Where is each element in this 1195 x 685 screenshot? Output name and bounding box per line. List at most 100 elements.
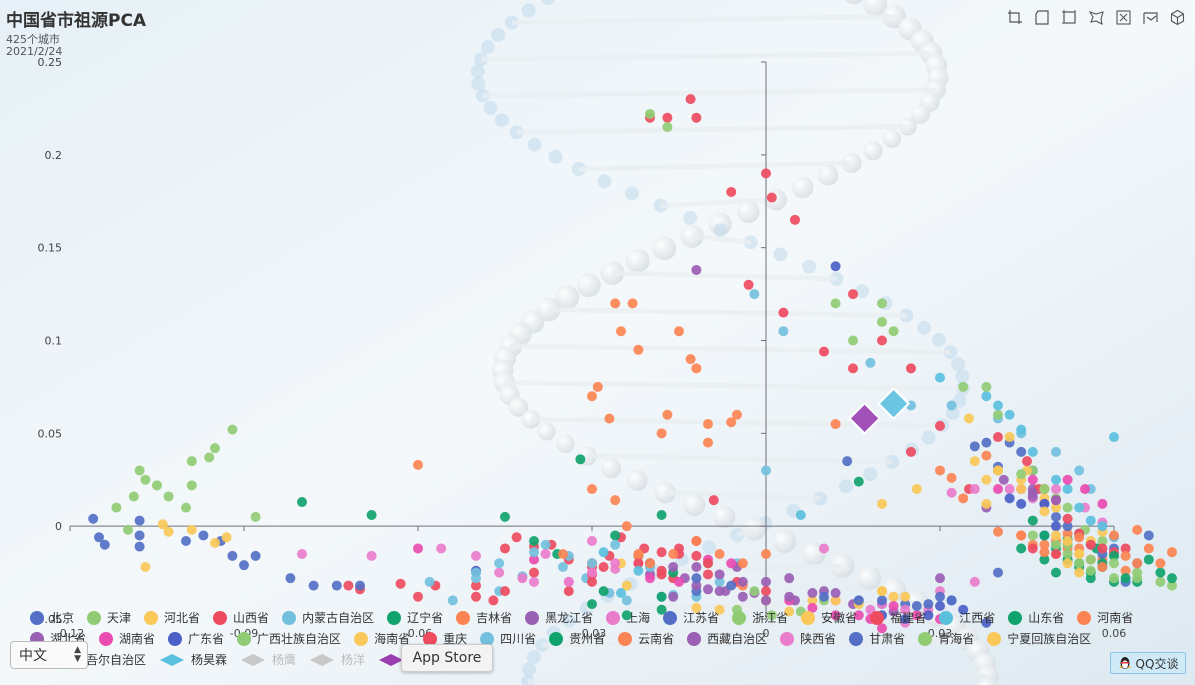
legend-item[interactable]: 云南省 bbox=[618, 628, 674, 649]
data-point[interactable] bbox=[1004, 484, 1015, 495]
data-point[interactable] bbox=[946, 487, 957, 498]
data-point[interactable] bbox=[413, 591, 423, 602]
data-point[interactable] bbox=[993, 409, 1003, 420]
data-point[interactable] bbox=[343, 580, 354, 591]
legend-item[interactable]: 安徽省 bbox=[801, 607, 857, 628]
data-point[interactable] bbox=[969, 576, 980, 587]
data-point[interactable] bbox=[1039, 554, 1050, 565]
data-point[interactable] bbox=[656, 591, 667, 602]
data-point[interactable] bbox=[923, 610, 934, 621]
data-point[interactable] bbox=[1132, 558, 1143, 569]
data-point[interactable] bbox=[998, 474, 1009, 485]
data-point[interactable] bbox=[610, 530, 621, 541]
legend-item[interactable]: 辽宁省 bbox=[387, 607, 443, 628]
data-point[interactable] bbox=[181, 536, 191, 547]
data-point[interactable] bbox=[134, 465, 145, 476]
data-point[interactable] bbox=[981, 437, 992, 448]
data-point[interactable] bbox=[888, 591, 899, 602]
data-point[interactable] bbox=[1120, 543, 1131, 554]
data-point[interactable] bbox=[633, 565, 644, 576]
data-point[interactable] bbox=[1016, 484, 1027, 495]
data-point[interactable] bbox=[877, 586, 887, 597]
data-point[interactable] bbox=[1062, 549, 1073, 560]
data-point[interactable] bbox=[610, 558, 621, 569]
data-point[interactable] bbox=[795, 510, 806, 521]
data-point[interactable] bbox=[737, 558, 748, 569]
data-point[interactable] bbox=[210, 537, 220, 548]
data-point[interactable] bbox=[778, 326, 789, 337]
data-point[interactable] bbox=[981, 450, 992, 461]
data-point[interactable] bbox=[668, 549, 679, 560]
data-point[interactable] bbox=[1004, 409, 1015, 420]
data-point[interactable] bbox=[285, 573, 296, 584]
data-point[interactable] bbox=[830, 261, 841, 272]
data-point[interactable] bbox=[1004, 493, 1015, 504]
data-point[interactable] bbox=[355, 580, 365, 591]
data-point[interactable] bbox=[935, 420, 945, 431]
data-point[interactable] bbox=[761, 549, 771, 560]
data-point[interactable] bbox=[529, 567, 539, 578]
data-point[interactable] bbox=[662, 121, 673, 132]
data-point[interactable] bbox=[691, 363, 702, 374]
data-point[interactable] bbox=[865, 357, 876, 368]
data-point[interactable] bbox=[981, 381, 992, 392]
data-point[interactable] bbox=[1074, 567, 1085, 578]
data-point[interactable] bbox=[964, 413, 974, 424]
data-point[interactable] bbox=[1051, 530, 1061, 541]
data-point[interactable] bbox=[1109, 432, 1119, 443]
data-point[interactable] bbox=[1062, 528, 1073, 539]
data-point[interactable] bbox=[761, 576, 771, 587]
data-point[interactable] bbox=[691, 580, 702, 591]
data-point[interactable] bbox=[1039, 506, 1050, 517]
data-point[interactable] bbox=[993, 484, 1003, 495]
data-point[interactable] bbox=[737, 576, 748, 587]
data-point[interactable] bbox=[691, 112, 702, 123]
clear-select-icon[interactable] bbox=[1114, 9, 1133, 26]
data-point[interactable] bbox=[152, 480, 162, 491]
legend-item[interactable]: 杨鹰 bbox=[240, 649, 296, 670]
data-point[interactable] bbox=[1074, 558, 1085, 569]
data-point[interactable] bbox=[1051, 474, 1061, 485]
data-view-icon[interactable] bbox=[1141, 9, 1160, 26]
data-point[interactable] bbox=[598, 586, 609, 597]
legend-item[interactable]: 杨洋 bbox=[309, 649, 365, 670]
data-point[interactable] bbox=[1051, 446, 1061, 457]
data-point[interactable] bbox=[621, 521, 632, 532]
data-point[interactable] bbox=[436, 543, 447, 554]
data-point[interactable] bbox=[969, 456, 980, 467]
data-point[interactable] bbox=[923, 599, 934, 610]
data-point[interactable] bbox=[221, 532, 232, 543]
data-point[interactable] bbox=[1085, 565, 1096, 576]
data-point[interactable] bbox=[592, 381, 603, 392]
data-point[interactable] bbox=[186, 480, 197, 491]
data-point[interactable] bbox=[1016, 498, 1027, 509]
data-point[interactable] bbox=[1074, 532, 1085, 543]
legend-item[interactable]: 黑龙江省 bbox=[525, 607, 593, 628]
data-point[interactable] bbox=[395, 578, 406, 589]
data-point[interactable] bbox=[691, 264, 702, 275]
data-point[interactable] bbox=[645, 573, 655, 584]
data-point[interactable] bbox=[587, 599, 597, 610]
data-point[interactable] bbox=[1051, 495, 1061, 506]
data-point[interactable] bbox=[297, 549, 307, 560]
data-point[interactable] bbox=[1039, 484, 1050, 495]
data-point[interactable] bbox=[366, 550, 377, 561]
data-point[interactable] bbox=[969, 484, 980, 495]
data-point[interactable] bbox=[877, 335, 887, 346]
polygon-select-icon[interactable] bbox=[1033, 9, 1052, 26]
data-point[interactable] bbox=[616, 326, 626, 337]
data-point[interactable] bbox=[900, 591, 911, 602]
legend-item[interactable]: 山西省 bbox=[213, 607, 269, 628]
data-point[interactable] bbox=[906, 446, 916, 457]
data-point[interactable] bbox=[830, 610, 841, 621]
legend-item[interactable]: 吉林省 bbox=[456, 607, 512, 628]
data-point[interactable] bbox=[819, 543, 829, 554]
data-point[interactable] bbox=[587, 391, 597, 402]
data-point[interactable] bbox=[1051, 567, 1061, 578]
data-point[interactable] bbox=[1016, 424, 1027, 435]
data-point[interactable] bbox=[1109, 550, 1119, 561]
data-point[interactable] bbox=[1080, 484, 1090, 495]
data-point[interactable] bbox=[331, 580, 342, 591]
data-point[interactable] bbox=[830, 595, 841, 606]
legend-item[interactable]: 河北省 bbox=[144, 607, 200, 628]
